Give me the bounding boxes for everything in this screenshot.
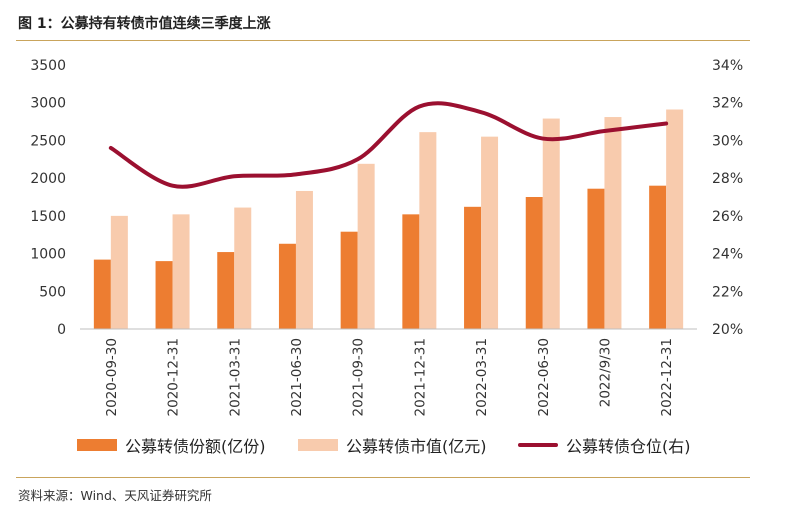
bar-amount (649, 185, 667, 329)
left-y-tick-label: 500 (39, 284, 66, 300)
bar-value (110, 215, 128, 329)
x-tick-label: 2021-06-30 (289, 338, 305, 416)
right-y-tick-label: 22% (712, 284, 743, 300)
legend-swatch-position (518, 443, 558, 447)
legend-item-position: 公募转债仓位(右) (518, 433, 691, 457)
right-y-tick-label: 20% (712, 322, 743, 338)
x-tick-label: 2021-03-31 (227, 338, 243, 416)
left-y-tick-label: 1000 (30, 247, 66, 263)
legend-item-amount: 公募转债份额(亿份) (77, 433, 266, 457)
chart-title: 图 1：公募持有转债市值连续三季度上涨 (18, 16, 271, 32)
bar-value (481, 136, 499, 329)
combo-chart: 3500 3000 2500 2000 1500 1000 500 0 34% 32% 30% 28… (30, 58, 743, 416)
legend-label-amount: 公募转债份额(亿份) (125, 437, 266, 456)
legend: 公募转债份额(亿份) 公募转债市值(亿元) 公募转债仓位(右) (0, 433, 785, 457)
right-y-tick-label: 30% (712, 133, 743, 149)
bar-amount (340, 231, 358, 329)
legend-swatch-amount (77, 439, 117, 451)
x-tick-label: 2022-03-31 (474, 338, 490, 416)
left-y-tick-label: 2000 (30, 171, 66, 187)
x-tick-label: 2020-12-31 (166, 338, 182, 416)
bar-amount (217, 252, 235, 329)
right-y-tick-labels: 34% 32% 30% 28% 26% 24% 22% 20% (712, 58, 743, 338)
bar-value (172, 214, 190, 329)
x-tick-label: 2021-09-30 (351, 338, 367, 416)
bar-amount (587, 188, 605, 329)
bar-amount (525, 197, 543, 329)
legend-item-value: 公募转债市值(亿元) (298, 433, 487, 457)
left-y-tick-label: 3000 (30, 96, 66, 112)
bar-value (604, 117, 622, 329)
top-rule (16, 40, 750, 41)
bar-value (295, 190, 313, 329)
line-series-group (108, 101, 669, 189)
position-line (108, 101, 669, 189)
right-y-tick-label: 28% (712, 171, 743, 187)
x-tick-label: 2021-12-31 (412, 338, 428, 416)
right-y-tick-label: 24% (712, 247, 743, 263)
left-y-tick-label: 2500 (30, 133, 66, 149)
left-y-tick-labels: 3500 3000 2500 2000 1500 1000 500 0 (30, 58, 66, 338)
x-tick-label: 2022/9/30 (597, 338, 613, 407)
legend-label-value: 公募转债市值(亿元) (346, 437, 487, 456)
x-tick-labels: 2020-09-30 2020-12-31 2021-03-31 2021-06-30… (104, 338, 675, 416)
source-note: 资料来源：Wind、天风证券研究所 (18, 488, 212, 503)
x-tick-label: 2022-12-31 (659, 338, 675, 416)
bar-amount (402, 214, 420, 329)
bar-value (666, 109, 684, 329)
bar-value (542, 118, 560, 329)
legend-label-position: 公募转债仓位(右) (566, 437, 691, 456)
bar-amount (278, 243, 296, 329)
x-tick-label: 2022-06-30 (536, 338, 552, 416)
left-y-tick-label: 0 (57, 322, 66, 338)
right-y-tick-label: 32% (712, 96, 743, 112)
x-tick-label: 2020-09-30 (104, 338, 120, 416)
bar-amount (93, 259, 111, 329)
bar-series-group (93, 109, 684, 329)
bar-amount (464, 206, 482, 329)
bar-value (419, 132, 437, 329)
right-y-tick-label: 26% (712, 209, 743, 225)
bar-value (234, 207, 252, 329)
left-y-tick-label: 3500 (30, 58, 66, 74)
bar-value (357, 163, 375, 329)
right-y-tick-label: 34% (712, 58, 743, 74)
bottom-rule (16, 477, 750, 478)
left-y-tick-label: 1500 (30, 209, 66, 225)
legend-swatch-value (298, 439, 338, 451)
bar-amount (155, 261, 173, 329)
